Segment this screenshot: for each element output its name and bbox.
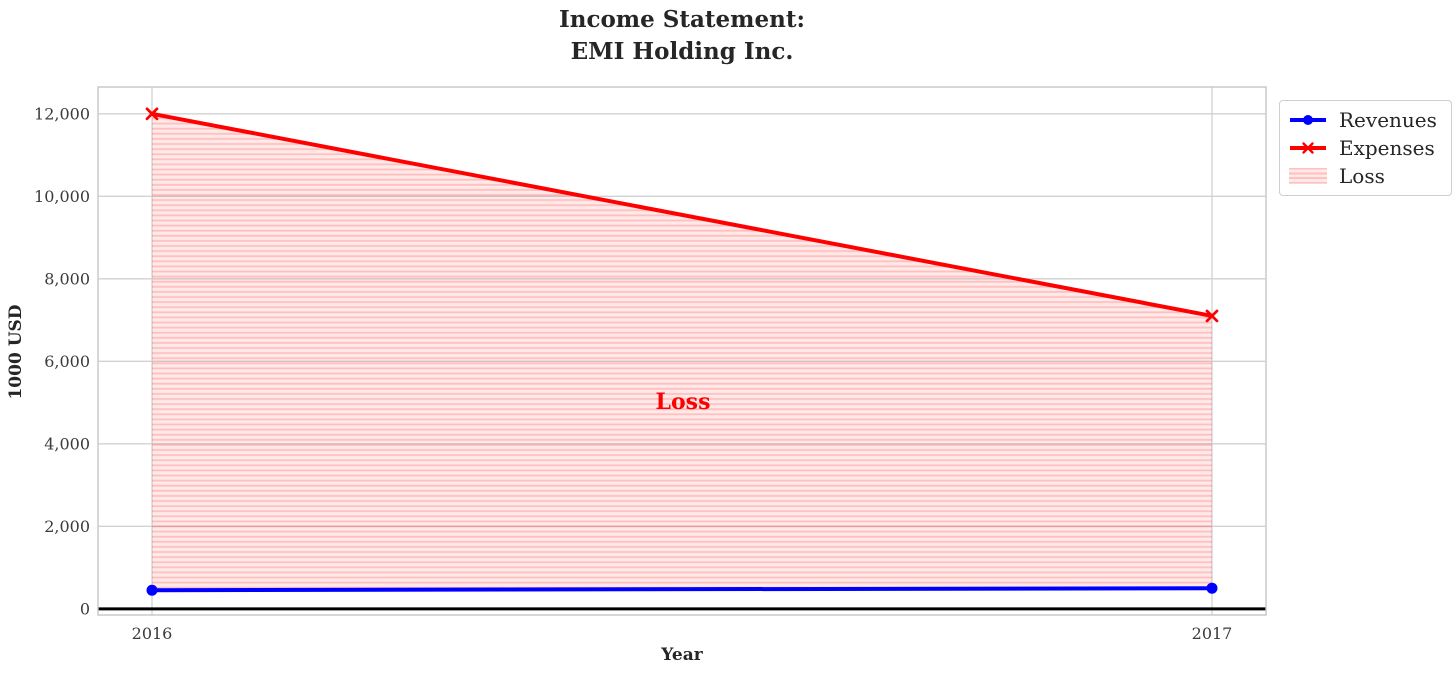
- expenses-line: [151, 111, 1213, 318]
- pink-hatched-patch-icon: [1289, 168, 1327, 184]
- chart-title: Income Statement: EMI Holding Inc.: [98, 4, 1266, 68]
- x-tick-label: 2017: [1192, 624, 1233, 643]
- legend-item-revenues: Revenues: [1289, 108, 1437, 132]
- expenses-marker: [1205, 309, 1219, 323]
- x-axis-label: Year: [661, 645, 703, 665]
- legend-label-revenues: Revenues: [1339, 108, 1437, 132]
- legend-label-loss: Loss: [1339, 164, 1385, 188]
- expenses-marker: [145, 107, 159, 121]
- red-line-x-marker-icon: [1290, 142, 1326, 154]
- legend-label-expenses: Expenses: [1339, 136, 1435, 160]
- x-tick-label: 2016: [132, 624, 173, 643]
- legend: Revenues Expenses Loss: [1279, 100, 1452, 196]
- revenues-line: [151, 586, 1213, 593]
- y-axis-label: 1000 USD: [6, 304, 26, 400]
- legend-item-expenses: Expenses: [1289, 136, 1437, 160]
- chart-title-line2: EMI Holding Inc.: [570, 38, 794, 65]
- loss-annotation: Loss: [655, 389, 711, 415]
- plot-border: [97, 86, 1267, 616]
- y-tick-label: 0: [80, 599, 90, 618]
- revenues-marker: [1206, 582, 1218, 594]
- y-tick-label: 6,000: [44, 352, 90, 371]
- y-tick-label: 4,000: [44, 434, 90, 453]
- y-tick-label: 12,000: [34, 104, 90, 123]
- loss-area: [152, 113, 1212, 591]
- blue-line-circle-marker-icon: [1290, 115, 1326, 125]
- y-tick-label: 10,000: [34, 187, 90, 206]
- revenues-marker: [146, 584, 158, 596]
- y-tick-label: 2,000: [44, 517, 90, 536]
- y-tick-label: 8,000: [44, 269, 90, 288]
- chart-title-line1: Income Statement:: [558, 6, 805, 33]
- legend-item-loss: Loss: [1289, 164, 1437, 188]
